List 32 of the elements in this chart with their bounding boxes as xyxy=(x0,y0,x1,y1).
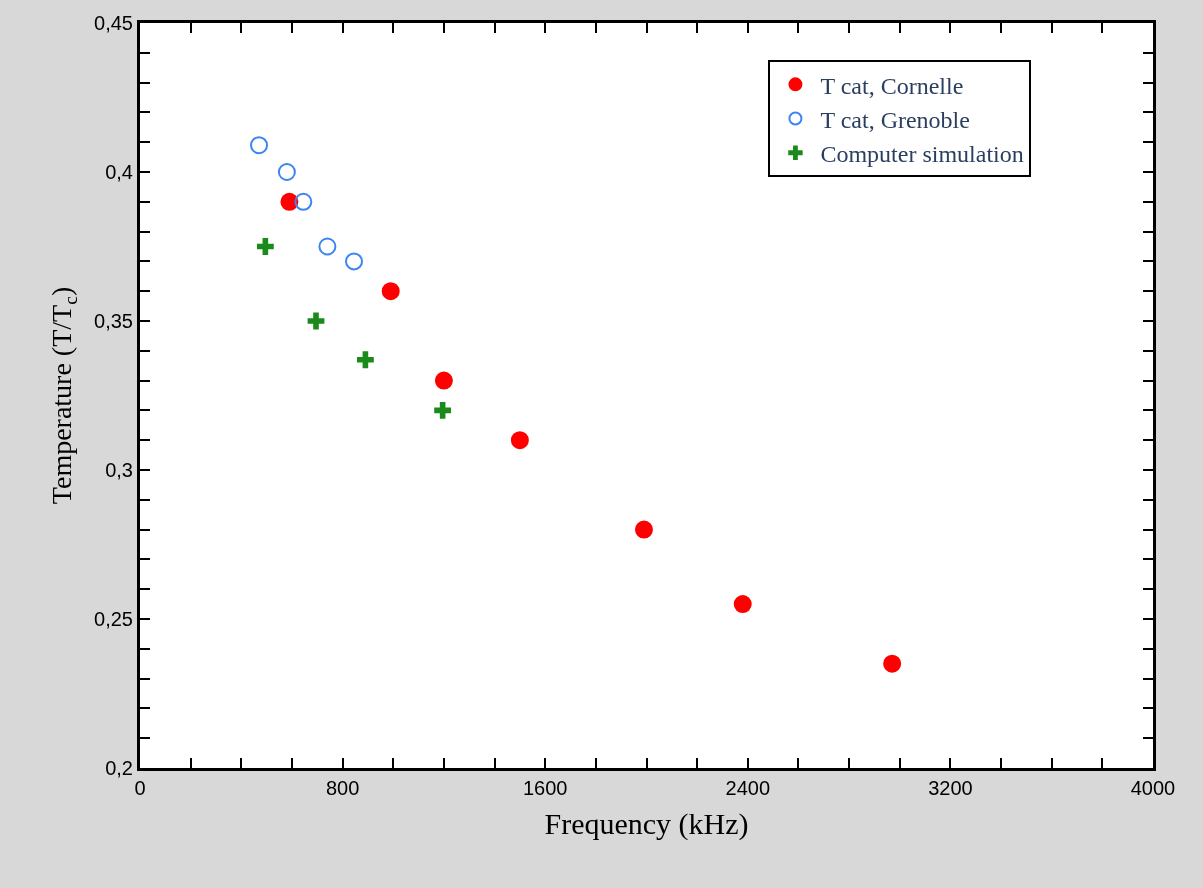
point xyxy=(280,192,299,211)
x-tick-label: 3200 xyxy=(928,777,973,799)
y-tick-label: 0,4 xyxy=(105,161,133,183)
point xyxy=(356,351,374,369)
y-tick-label: 0,2 xyxy=(105,757,133,779)
point xyxy=(250,136,269,155)
point xyxy=(277,163,296,181)
x-axis-title: Frequency (kHz) xyxy=(544,806,749,841)
point xyxy=(256,238,274,255)
y-tick-label: 0,25 xyxy=(94,608,133,630)
x-tick-label: 800 xyxy=(325,777,360,799)
y-tick-label: 0,45 xyxy=(94,12,133,34)
legend-label: T cat, Cornelle xyxy=(820,72,964,99)
point xyxy=(434,371,453,390)
x-tick-label: 4000 xyxy=(1130,777,1176,799)
point xyxy=(883,654,902,673)
legend-label: Computer simulation xyxy=(820,141,1024,168)
x-tick-label: 1600 xyxy=(522,777,568,799)
point xyxy=(381,282,400,301)
point xyxy=(434,402,452,419)
x-tick-label: 2400 xyxy=(725,777,771,799)
y-tick-label: 0,3 xyxy=(105,459,133,481)
point xyxy=(634,520,653,539)
y-tick-label: 0,35 xyxy=(94,310,133,332)
point xyxy=(318,237,337,256)
point xyxy=(307,312,325,330)
point xyxy=(733,595,752,614)
point xyxy=(510,431,529,450)
point xyxy=(294,192,313,211)
point xyxy=(345,252,363,271)
legend-label: T cat, Grenoble xyxy=(820,106,970,133)
x-tick-label: 0 xyxy=(134,777,146,799)
